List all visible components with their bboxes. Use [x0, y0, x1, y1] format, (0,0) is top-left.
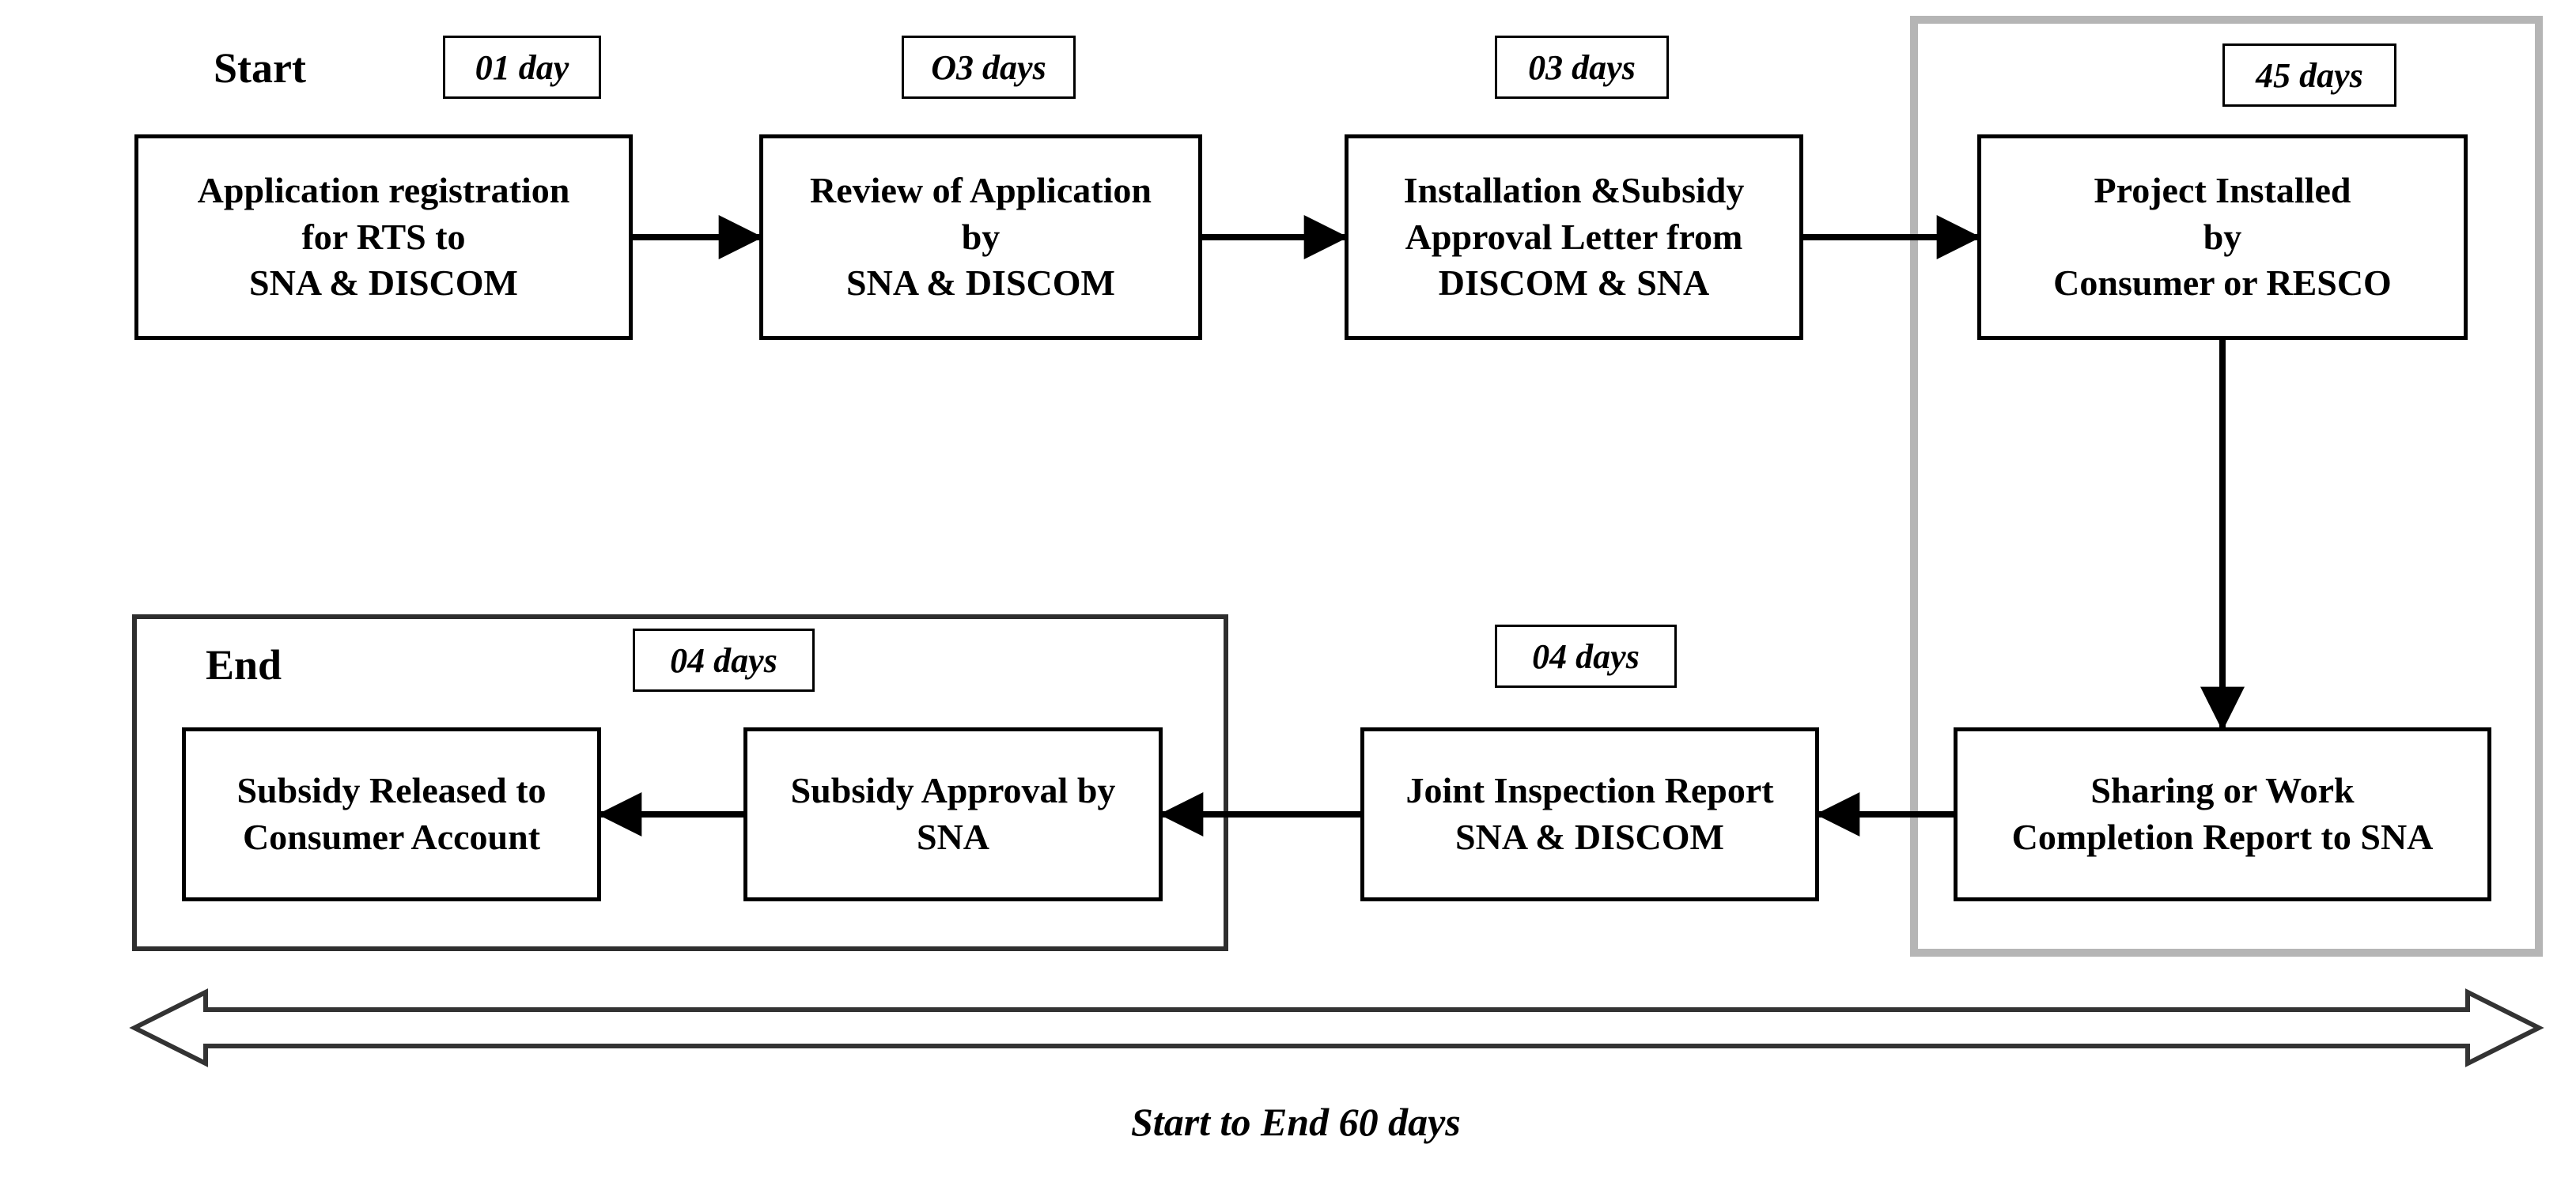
node-n5: Sharing or Work Completion Report to SNA — [1954, 727, 2491, 901]
label-end: End — [206, 640, 282, 689]
days-d4: 45 days — [2222, 43, 2396, 107]
node-n7: Subsidy Approval by SNA — [743, 727, 1163, 901]
node-n6: Joint Inspection Report SNA & DISCOM — [1360, 727, 1819, 901]
timeline-caption: Start to End 60 days — [1131, 1099, 1461, 1145]
node-n3: Installation &Subsidy Approval Letter fr… — [1345, 134, 1803, 340]
node-n4: Project Installed by Consumer or RESCO — [1977, 134, 2468, 340]
node-n1: Application registration for RTS to SNA … — [134, 134, 633, 340]
days-d1: 01 day — [443, 36, 601, 99]
timeline-arrow — [134, 992, 2539, 1063]
days-d5: 04 days — [1495, 625, 1677, 688]
label-start: Start — [214, 43, 306, 93]
days-d6: 04 days — [633, 629, 815, 692]
days-d3: 03 days — [1495, 36, 1669, 99]
node-n8: Subsidy Released to Consumer Account — [182, 727, 601, 901]
days-d2: O3 days — [902, 36, 1076, 99]
node-n2: Review of Application by SNA & DISCOM — [759, 134, 1202, 340]
flowchart-stage: Application registration for RTS to SNA … — [0, 0, 2576, 1182]
